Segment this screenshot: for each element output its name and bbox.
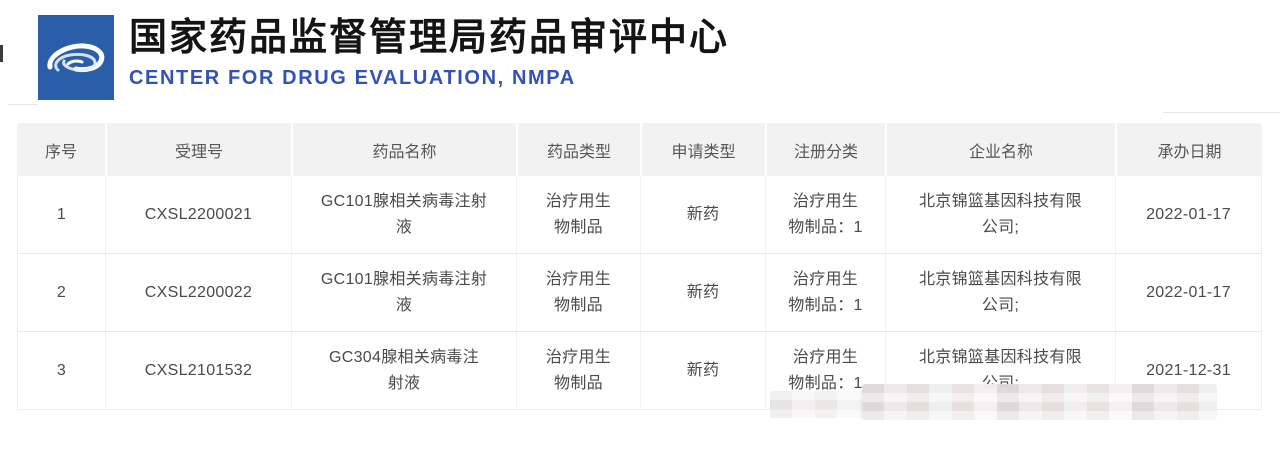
table-cell: CXSL2200021 [105,176,291,253]
column-header: 序号 [44,143,77,161]
table-cell: 北京锦篮基因科技有限 公司; [885,254,1115,331]
screen-edge-artifact [0,45,3,62]
table-cell: GC304腺相关病毒注 射液 [291,332,516,409]
site-title-chinese: 国家药品监督管理局药品审评中心 [129,17,730,59]
table-cell: 新药 [640,332,765,409]
column-header: 药品类型 [516,123,640,176]
table-cell: 新药 [640,176,765,253]
hairline-right [1163,112,1280,113]
column-header: 受理号 [105,123,291,176]
table-cell: 新药 [640,254,765,331]
table-cell: 1 [56,205,67,223]
table-cell: 治疗用生 物制品：1 [765,254,885,331]
table-header-row: 序号 受理号 药品名称 药品类型 申请类型 注册分类 企业名称 承办日期 [17,123,1262,176]
brand-text: 国家药品监督管理局药品审评中心 CENTER FOR DRUG EVALUATI… [129,15,729,90]
table-cell: 治疗用生 物制品：1 [765,176,885,253]
column-header: 承办日期 [1115,123,1262,176]
table-cell: 2021-12-31 [1115,332,1261,409]
cde-swan-logo-icon [38,15,114,100]
hairline-left [8,104,38,105]
table-cell: 治疗用生 物制品 [516,176,640,253]
table-cell: 3 [56,361,67,379]
table-cell: CXSL2101532 [105,332,291,409]
drug-application-table: 序号 受理号 药品名称 药品类型 申请类型 注册分类 企业名称 承办日期 1 CXSL22000… [17,123,1262,410]
column-header: 申请类型 [640,123,765,176]
table-row: 1 CXSL2200021 GC101腺相关病毒注射 液治疗用生 物制品 新药 治疗用生… [18,176,1261,253]
table-cell: 治疗用生 物制品 [516,254,640,331]
table-cell: GC101腺相关病毒注射 液 [291,254,516,331]
table-cell: 2 [56,283,67,301]
site-header: 国家药品监督管理局药品审评中心 CENTER FOR DRUG EVALUATI… [38,15,729,100]
table-cell: 2022-01-17 [1115,176,1261,253]
site-title-english: CENTER FOR DRUG EVALUATION, NMPA [129,67,576,89]
table-cell: CXSL2200022 [105,254,291,331]
table-cell: 治疗用生 物制品：1 [765,332,885,409]
column-header: 药品名称 [291,123,516,176]
table-cell: 2022-01-17 [1115,254,1261,331]
table-cell: GC101腺相关病毒注射 液 [291,176,516,253]
pixelated-watermark [862,384,1217,420]
column-header: 企业名称 [885,123,1115,176]
table-row: 2 CXSL2200022 GC101腺相关病毒注射 液治疗用生 物制品 新药 治疗用生… [18,253,1261,331]
table-cell: 北京锦篮基因科技有限 公司; [885,176,1115,253]
column-header: 注册分类 [765,123,885,176]
table-cell: 治疗用生 物制品 [516,332,640,409]
table-body: 1 CXSL2200021 GC101腺相关病毒注射 液治疗用生 物制品 新药 治疗用生… [17,176,1262,410]
